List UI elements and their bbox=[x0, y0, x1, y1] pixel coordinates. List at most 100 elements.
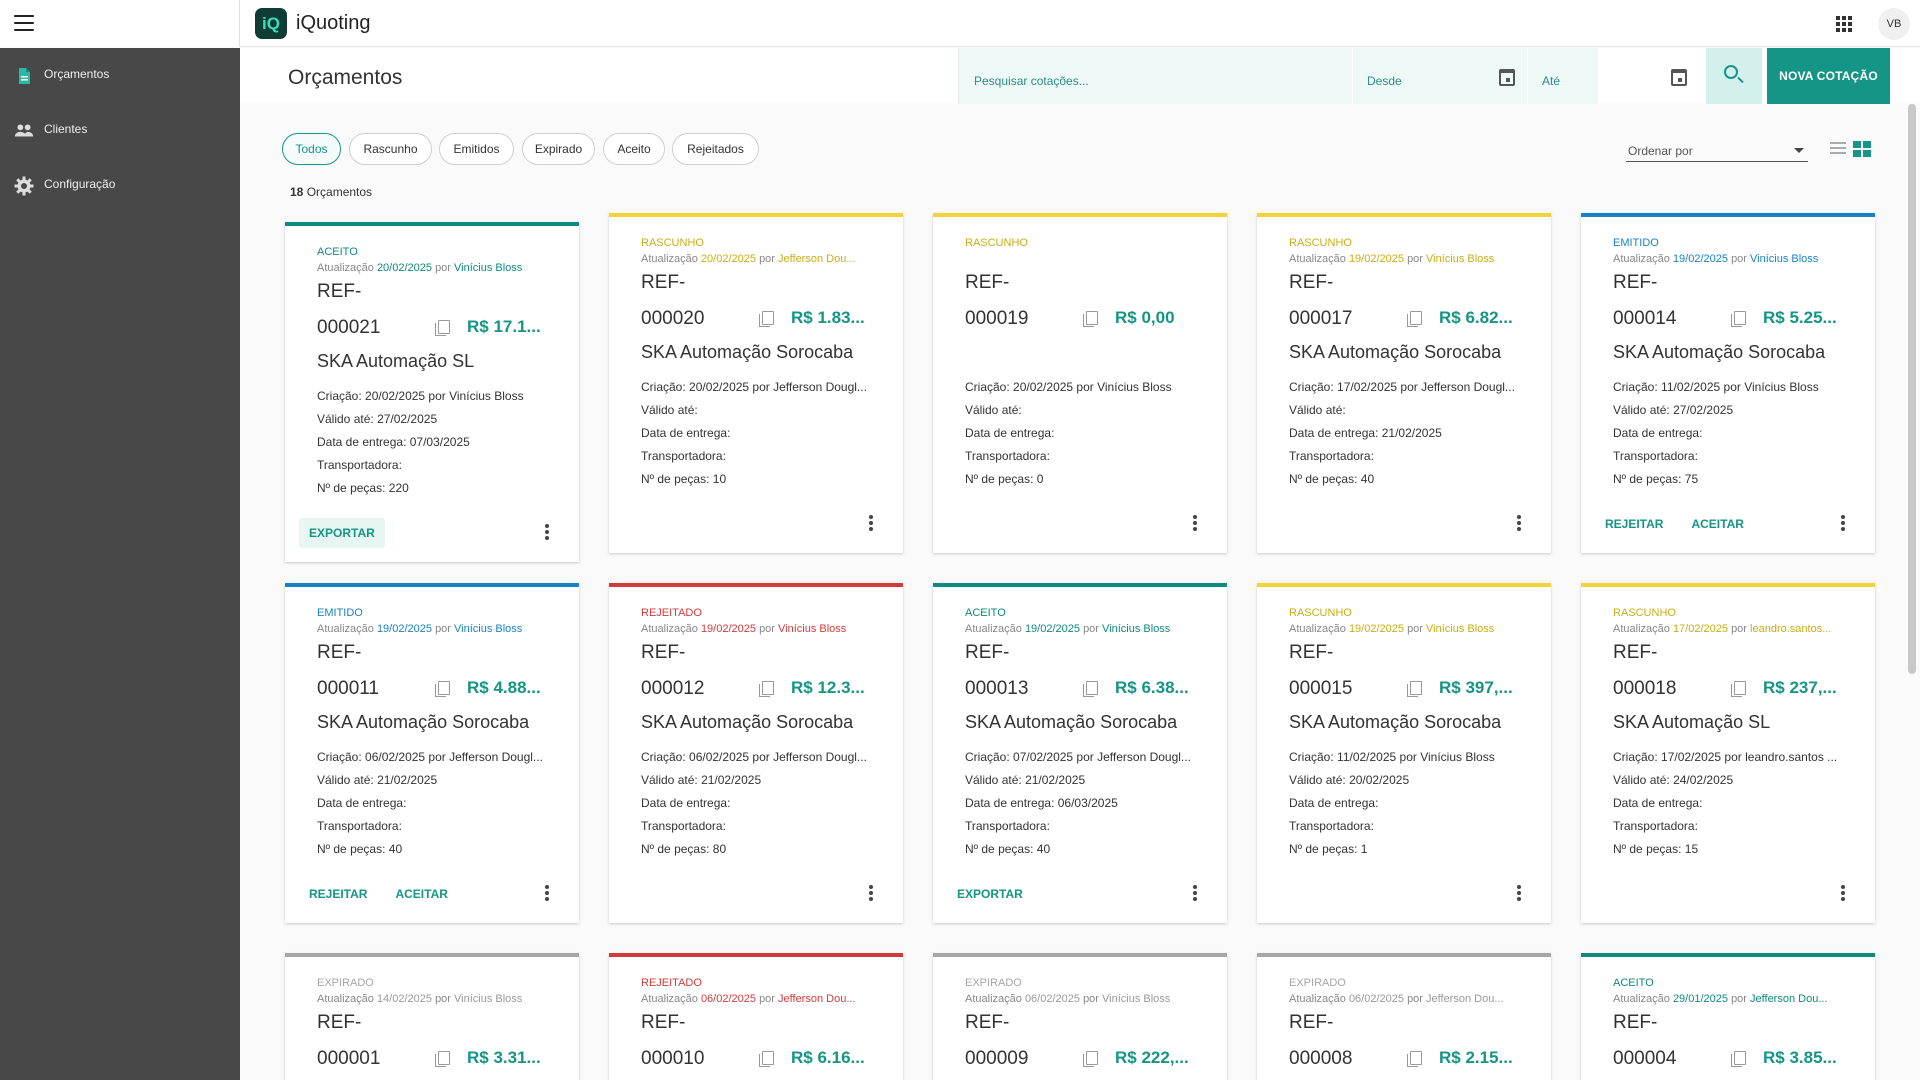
copy-icon[interactable] bbox=[759, 681, 774, 697]
rejeitar-button[interactable]: REJEITAR bbox=[309, 887, 368, 901]
vertical-scrollbar[interactable] bbox=[1908, 104, 1916, 674]
sidebar-item-configuracao[interactable]: Configuração bbox=[0, 165, 240, 205]
copy-icon[interactable] bbox=[435, 320, 450, 336]
more-vert-icon[interactable] bbox=[1517, 885, 1521, 901]
quote-card[interactable]: ACEITO Atualização 29/01/2025 por Jeffers… bbox=[1581, 953, 1875, 1080]
date-from-field[interactable]: Desde bbox=[1352, 48, 1527, 104]
quote-card[interactable]: ACEITO Atualização 20/02/2025 por Viníciu… bbox=[285, 222, 579, 562]
sidebar-item-clientes[interactable]: Clientes bbox=[0, 110, 240, 150]
filter-chip-rejeitados[interactable]: Rejeitados bbox=[672, 133, 759, 165]
apps-grid-icon[interactable] bbox=[1836, 16, 1852, 32]
detail-label: Criação: bbox=[1613, 750, 1658, 764]
quote-card[interactable]: RASCUNHO Atualização 20/02/2025 por Jeffe… bbox=[609, 213, 903, 553]
date-to-field[interactable]: Até bbox=[1527, 48, 1699, 104]
copy-icon[interactable] bbox=[1407, 1051, 1422, 1067]
quote-card[interactable]: EXPIRADO Atualização 06/02/2025 por Jeffe… bbox=[1257, 953, 1551, 1080]
more-vert-icon[interactable] bbox=[869, 885, 873, 901]
sidebar-item-orcamentos[interactable]: Orçamentos bbox=[0, 55, 240, 95]
copy-icon[interactable] bbox=[435, 1051, 450, 1067]
quote-total: R$ 5.25... bbox=[1763, 308, 1837, 327]
filter-chip-rascunho[interactable]: Rascunho bbox=[349, 133, 432, 165]
more-vert-icon[interactable] bbox=[1841, 885, 1845, 901]
quote-card[interactable]: REJEITADO Atualização 06/02/2025 por Jeff… bbox=[609, 953, 903, 1080]
sort-select[interactable]: Ordenar por bbox=[1626, 140, 1808, 162]
update-user[interactable]: Vinícius Bloss bbox=[454, 623, 523, 635]
filter-chip-todos[interactable]: Todos bbox=[282, 133, 341, 165]
update-user[interactable]: leandro.santos... bbox=[1750, 623, 1832, 635]
ref-prefix: REF- bbox=[1289, 272, 1334, 293]
list-view-icon[interactable] bbox=[1830, 142, 1846, 156]
copy-icon[interactable] bbox=[759, 311, 774, 327]
detail-label: Transportadora: bbox=[641, 449, 726, 463]
update-user[interactable]: Jefferson Dou... bbox=[778, 253, 856, 265]
user-avatar[interactable]: VB bbox=[1878, 8, 1910, 40]
quote-card[interactable]: EMITIDO Atualização 19/02/2025 por Viníci… bbox=[1581, 213, 1875, 553]
detail-label: Transportadora: bbox=[1289, 449, 1374, 463]
quote-card[interactable]: ACEITO Atualização 19/02/2025 por Viníciu… bbox=[933, 583, 1227, 923]
more-vert-icon[interactable] bbox=[1841, 515, 1845, 531]
update-user[interactable]: Vinícius Bloss bbox=[1426, 623, 1495, 635]
filter-chip-aceito[interactable]: Aceito bbox=[603, 133, 665, 165]
more-vert-icon[interactable] bbox=[1517, 515, 1521, 531]
calendar-icon[interactable] bbox=[1671, 69, 1687, 86]
copy-icon[interactable] bbox=[759, 1051, 774, 1067]
update-user[interactable]: Vinícius Bloss bbox=[1426, 253, 1495, 265]
quote-card[interactable]: EXPIRADO Atualização 06/02/2025 por Viníc… bbox=[933, 953, 1227, 1080]
update-user[interactable]: Jefferson Dou... bbox=[1426, 993, 1504, 1005]
filter-chip-expirado[interactable]: Expirado bbox=[522, 133, 595, 165]
update-user[interactable]: Jefferson Dou... bbox=[1750, 993, 1828, 1005]
quote-count-label: Orçamentos bbox=[306, 185, 373, 199]
update-user[interactable]: Vinícius Bloss bbox=[454, 993, 523, 1005]
more-vert-icon[interactable] bbox=[1193, 515, 1197, 531]
calendar-icon[interactable] bbox=[1499, 69, 1515, 86]
update-date: 06/02/2025 bbox=[1348, 993, 1404, 1005]
more-vert-icon[interactable] bbox=[869, 515, 873, 531]
update-user[interactable]: Vinícius Bloss bbox=[1102, 993, 1171, 1005]
more-vert-icon[interactable] bbox=[1193, 885, 1197, 901]
search-button[interactable] bbox=[1706, 48, 1762, 104]
quote-total: R$ 12.3... bbox=[791, 678, 865, 697]
update-user[interactable]: Jefferson Dou... bbox=[778, 993, 856, 1005]
copy-icon[interactable] bbox=[1083, 1051, 1098, 1067]
filter-chip-emitidos[interactable]: Emitidos bbox=[439, 133, 514, 165]
quote-card[interactable]: EXPIRADO Atualização 14/02/2025 por Viníc… bbox=[285, 953, 579, 1080]
copy-icon[interactable] bbox=[1083, 311, 1098, 327]
chevron-down-icon bbox=[1794, 148, 1804, 153]
more-vert-icon[interactable] bbox=[545, 524, 549, 540]
copy-icon[interactable] bbox=[1731, 311, 1746, 327]
aceitar-button[interactable]: ACEITAR bbox=[395, 887, 448, 901]
search-input[interactable] bbox=[959, 48, 1359, 104]
quote-card[interactable]: RASCUNHO Atualização 19/02/2025 por Viníc… bbox=[1257, 583, 1551, 923]
update-user[interactable]: Vinícius Bloss bbox=[778, 623, 847, 635]
detail-value: 11/02/2025 por Vinícius Bloss bbox=[1337, 750, 1495, 764]
copy-icon[interactable] bbox=[1731, 1051, 1746, 1067]
new-quote-button[interactable]: NOVA COTAÇÃO bbox=[1767, 48, 1890, 104]
aceitar-button[interactable]: ACEITAR bbox=[1691, 517, 1744, 531]
update-user[interactable]: Vinícius Bloss bbox=[454, 262, 523, 274]
grid-view-icon[interactable] bbox=[1853, 141, 1871, 157]
quote-card[interactable]: RASCUNHO REF- 000019 R$ 0,00 Criação: 20/02/… bbox=[933, 213, 1227, 553]
rejeitar-button[interactable]: REJEITAR bbox=[1605, 517, 1664, 531]
detail-entrega: Data de entrega: bbox=[317, 796, 557, 819]
detail-entrega: Data de entrega: 07/03/2025 bbox=[317, 435, 557, 458]
quote-card[interactable]: EMITIDO Atualização 19/02/2025 por Viníci… bbox=[285, 583, 579, 923]
update-date: 19/02/2025 bbox=[700, 623, 756, 635]
copy-icon[interactable] bbox=[435, 681, 450, 697]
copy-icon[interactable] bbox=[1731, 681, 1746, 697]
exportar-button[interactable]: EXPORTAR bbox=[299, 518, 385, 548]
detail-criacao: Criação: 20/02/2025 por Jefferson Dougl.… bbox=[641, 380, 881, 403]
more-vert-icon[interactable] bbox=[545, 885, 549, 901]
update-user[interactable]: Vinícius Bloss bbox=[1750, 253, 1819, 265]
copy-icon[interactable] bbox=[1407, 681, 1422, 697]
copy-icon[interactable] bbox=[1407, 311, 1422, 327]
quote-details: Criação: 07/02/2025 por Jefferson Dougl.… bbox=[965, 750, 1205, 865]
exportar-button[interactable]: EXPORTAR bbox=[957, 887, 1023, 901]
copy-icon[interactable] bbox=[1083, 681, 1098, 697]
update-user[interactable]: Vinícius Bloss bbox=[1102, 623, 1171, 635]
quote-card[interactable]: REJEITADO Atualização 19/02/2025 por Viní… bbox=[609, 583, 903, 923]
quote-card[interactable]: RASCUNHO Atualização 19/02/2025 por Viníc… bbox=[1257, 213, 1551, 553]
quote-details: Criação: 11/02/2025 por Vinícius Bloss Vá… bbox=[1289, 750, 1529, 865]
last-update: Atualização 20/02/2025 por Jefferson Dou… bbox=[641, 253, 881, 265]
quote-card[interactable]: RASCUNHO Atualização 17/02/2025 por leand… bbox=[1581, 583, 1875, 923]
hamburger-menu-icon[interactable] bbox=[14, 15, 34, 31]
